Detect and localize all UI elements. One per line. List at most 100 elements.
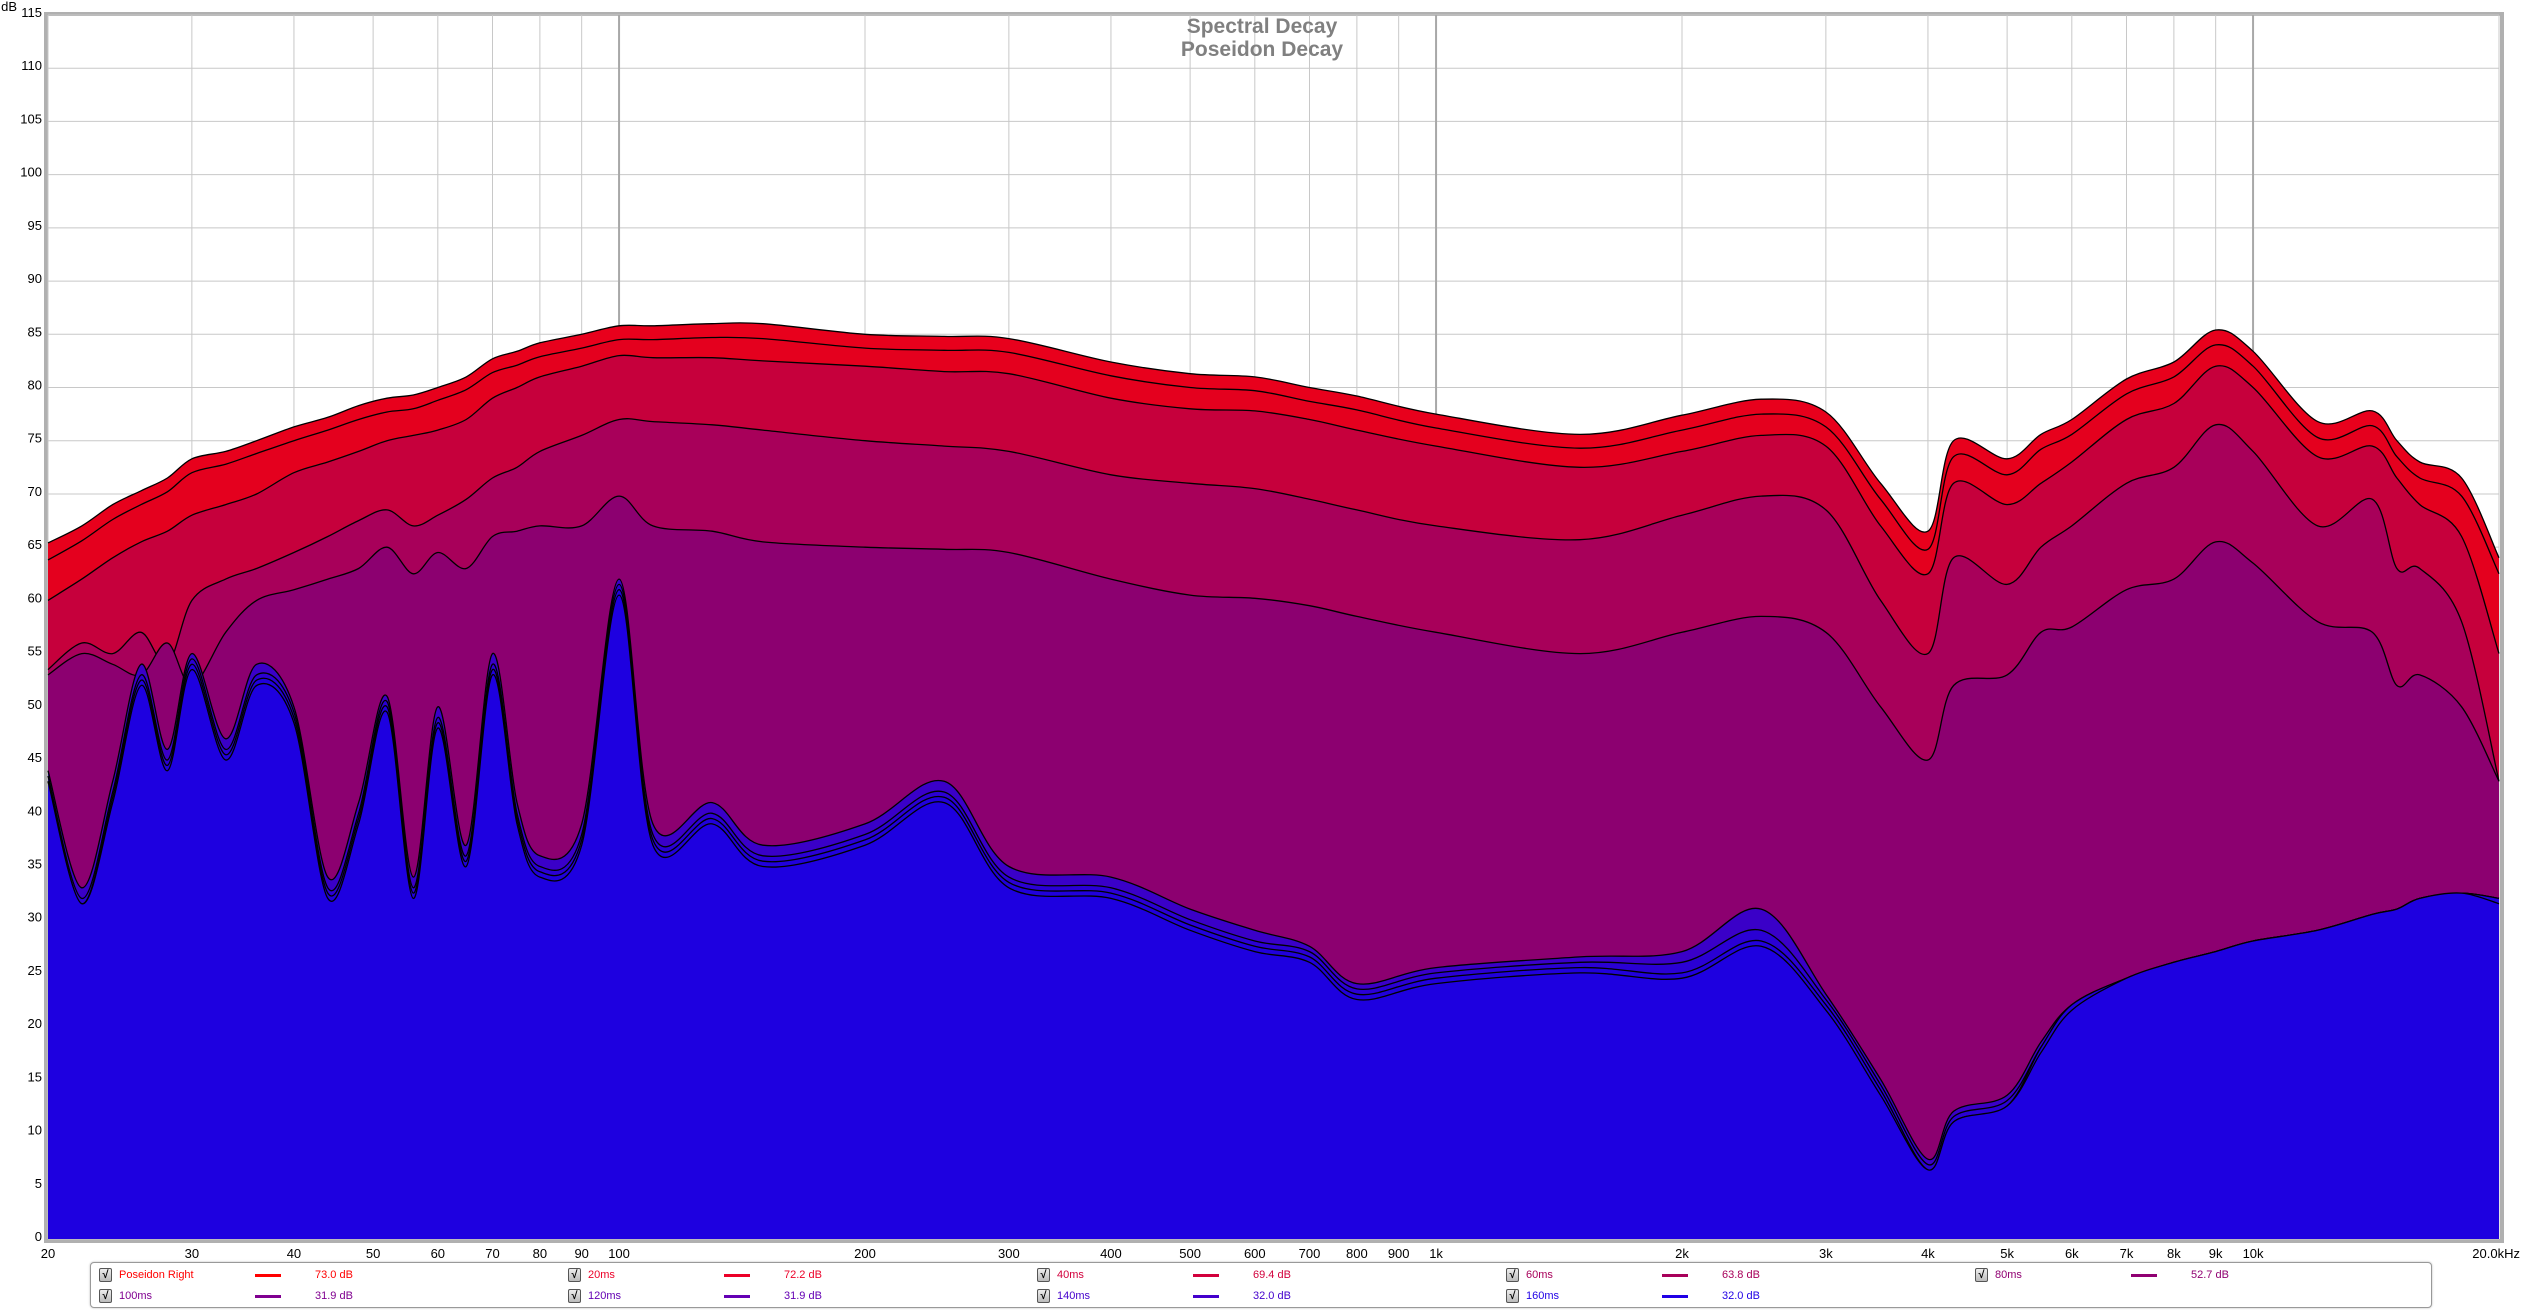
x-tick-label: 800 bbox=[1346, 1246, 1368, 1261]
legend-swatch bbox=[1662, 1274, 1688, 1277]
legend-value: 69.4 dB bbox=[1253, 1269, 1291, 1281]
legend-checkbox[interactable]: √ bbox=[568, 1289, 581, 1303]
x-tick-label: 300 bbox=[998, 1246, 1020, 1261]
y-tick-label: 105 bbox=[20, 111, 42, 126]
y-tick-label: 0 bbox=[35, 1229, 42, 1244]
legend-label: 80ms bbox=[1995, 1269, 2022, 1281]
y-tick-label: 20 bbox=[28, 1016, 42, 1031]
y-tick-label: 35 bbox=[28, 856, 42, 871]
x-tick-label: 8k bbox=[2167, 1246, 2181, 1261]
y-tick-label: 85 bbox=[28, 324, 42, 339]
x-tick-label: 900 bbox=[1388, 1246, 1410, 1261]
legend-label: 40ms bbox=[1057, 1269, 1084, 1281]
y-tick-label: 95 bbox=[28, 218, 42, 233]
legend-value: 32.0 dB bbox=[1253, 1290, 1291, 1302]
y-axis-unit: dB bbox=[1, 0, 17, 14]
x-tick-label: 2k bbox=[1675, 1246, 1689, 1261]
y-axis: 0 5 10 15 20 25 30 35 40 45 50 55 60 65 70 75 80 85 90 95 10… bbox=[20, 5, 42, 1244]
x-tick-label: 30 bbox=[185, 1246, 199, 1261]
legend-checkbox[interactable]: √ bbox=[1506, 1289, 1519, 1303]
x-tick-label: 7k bbox=[2120, 1246, 2134, 1261]
legend-swatch bbox=[2131, 1274, 2157, 1277]
line-100ms bbox=[47, 578, 2500, 1160]
legend: √ Poseidon Right 73.0 dB √ 20ms 72.2 dB √ 40ms 6… bbox=[90, 1262, 2432, 1308]
line-poseidon-right bbox=[47, 322, 2500, 559]
y-tick-label: 10 bbox=[28, 1123, 42, 1138]
legend-checkbox[interactable]: √ bbox=[568, 1268, 581, 1282]
legend-item: √ 40ms 69.4 dB bbox=[1033, 1267, 1493, 1283]
x-tick-label: 5k bbox=[2000, 1246, 2014, 1261]
y-tick-label: 90 bbox=[28, 271, 42, 286]
legend-label: 20ms bbox=[588, 1269, 615, 1281]
x-tick-label: 50 bbox=[366, 1246, 380, 1261]
legend-value: 72.2 dB bbox=[784, 1269, 822, 1281]
y-tick-label: 115 bbox=[21, 5, 42, 20]
legend-item: √ Poseidon Right 73.0 dB bbox=[95, 1267, 555, 1283]
line-40ms bbox=[47, 354, 2500, 654]
y-tick-label: 25 bbox=[28, 963, 42, 978]
line-140ms bbox=[47, 589, 2500, 1171]
x-tick-label: 3k bbox=[1819, 1246, 1833, 1261]
x-tick-label: 70 bbox=[485, 1246, 499, 1261]
legend-checkbox[interactable]: √ bbox=[1975, 1268, 1988, 1282]
legend-value: 31.9 dB bbox=[784, 1290, 822, 1302]
legend-label: Poseidon Right bbox=[119, 1269, 194, 1281]
legend-label: 100ms bbox=[119, 1290, 153, 1302]
legend-item: √ 60ms 63.8 dB bbox=[1502, 1267, 1962, 1283]
y-tick-label: 15 bbox=[28, 1069, 42, 1084]
line-80ms bbox=[47, 495, 2500, 782]
y-tick-label: 70 bbox=[28, 484, 42, 499]
legend-item: √ 100ms 31.9 dB bbox=[95, 1288, 555, 1304]
chart-title: Spectral Decay bbox=[1187, 15, 1338, 38]
legend-label: 160ms bbox=[1526, 1290, 1560, 1302]
legend-value: 52.7 dB bbox=[2191, 1269, 2229, 1281]
legend-checkbox[interactable]: √ bbox=[99, 1289, 112, 1303]
x-tick-label: 200 bbox=[854, 1246, 876, 1261]
x-tick-label: 9k bbox=[2209, 1246, 2223, 1261]
x-tick-label: 40 bbox=[287, 1246, 301, 1261]
legend-item: √ 160ms 32.0 dB bbox=[1502, 1288, 1962, 1304]
chart-subtitle: Poseidon Decay bbox=[1181, 38, 1344, 61]
spectral-decay-chart: 0 5 10 15 20 25 30 35 40 45 50 55 60 65 70 75 80 85 90 95 10… bbox=[1, 0, 2520, 1261]
line-160ms bbox=[47, 594, 2500, 1171]
legend-swatch bbox=[1662, 1295, 1688, 1298]
x-tick-label: 100 bbox=[608, 1246, 630, 1261]
y-tick-label: 30 bbox=[28, 910, 42, 925]
legend-checkbox[interactable]: √ bbox=[1506, 1268, 1519, 1282]
x-tick-label: 80 bbox=[533, 1246, 547, 1261]
legend-swatch bbox=[255, 1274, 281, 1277]
line-20ms bbox=[47, 336, 2500, 575]
line-60ms bbox=[47, 418, 2500, 782]
legend-item: √ 140ms 32.0 dB bbox=[1033, 1288, 1493, 1304]
legend-value: 31.9 dB bbox=[315, 1290, 353, 1302]
legend-item: √ 120ms 31.9 dB bbox=[564, 1288, 1024, 1304]
legend-checkbox[interactable]: √ bbox=[99, 1268, 112, 1282]
legend-value: 63.8 dB bbox=[1722, 1269, 1760, 1281]
x-tick-label: 4k bbox=[1921, 1246, 1935, 1261]
legend-swatch bbox=[255, 1295, 281, 1298]
legend-label: 120ms bbox=[588, 1290, 622, 1302]
x-tick-label: 20 bbox=[41, 1246, 55, 1261]
legend-swatch bbox=[724, 1274, 750, 1277]
y-tick-label: 5 bbox=[35, 1176, 42, 1191]
legend-swatch bbox=[1193, 1274, 1219, 1277]
legend-label: 60ms bbox=[1526, 1269, 1553, 1281]
x-tick-label: 600 bbox=[1244, 1246, 1266, 1261]
legend-label: 140ms bbox=[1057, 1290, 1091, 1302]
legend-item: √ 80ms 52.7 dB bbox=[1971, 1267, 2431, 1283]
legend-checkbox[interactable]: √ bbox=[1037, 1289, 1050, 1303]
x-tick-label: 60 bbox=[431, 1246, 445, 1261]
legend-value: 73.0 dB bbox=[315, 1269, 353, 1281]
legend-checkbox[interactable]: √ bbox=[1037, 1268, 1050, 1282]
y-tick-label: 50 bbox=[28, 697, 42, 712]
y-tick-label: 80 bbox=[28, 378, 42, 393]
x-tick-label: 6k bbox=[2065, 1246, 2079, 1261]
y-tick-label: 75 bbox=[28, 431, 42, 446]
x-tick-label: 500 bbox=[1179, 1246, 1201, 1261]
y-tick-label: 60 bbox=[28, 590, 42, 605]
x-tick-label: 400 bbox=[1100, 1246, 1122, 1261]
y-tick-label: 100 bbox=[20, 165, 42, 180]
x-tick-label: 10k bbox=[2243, 1246, 2264, 1261]
x-tick-label: 700 bbox=[1299, 1246, 1321, 1261]
y-tick-label: 45 bbox=[28, 750, 42, 765]
